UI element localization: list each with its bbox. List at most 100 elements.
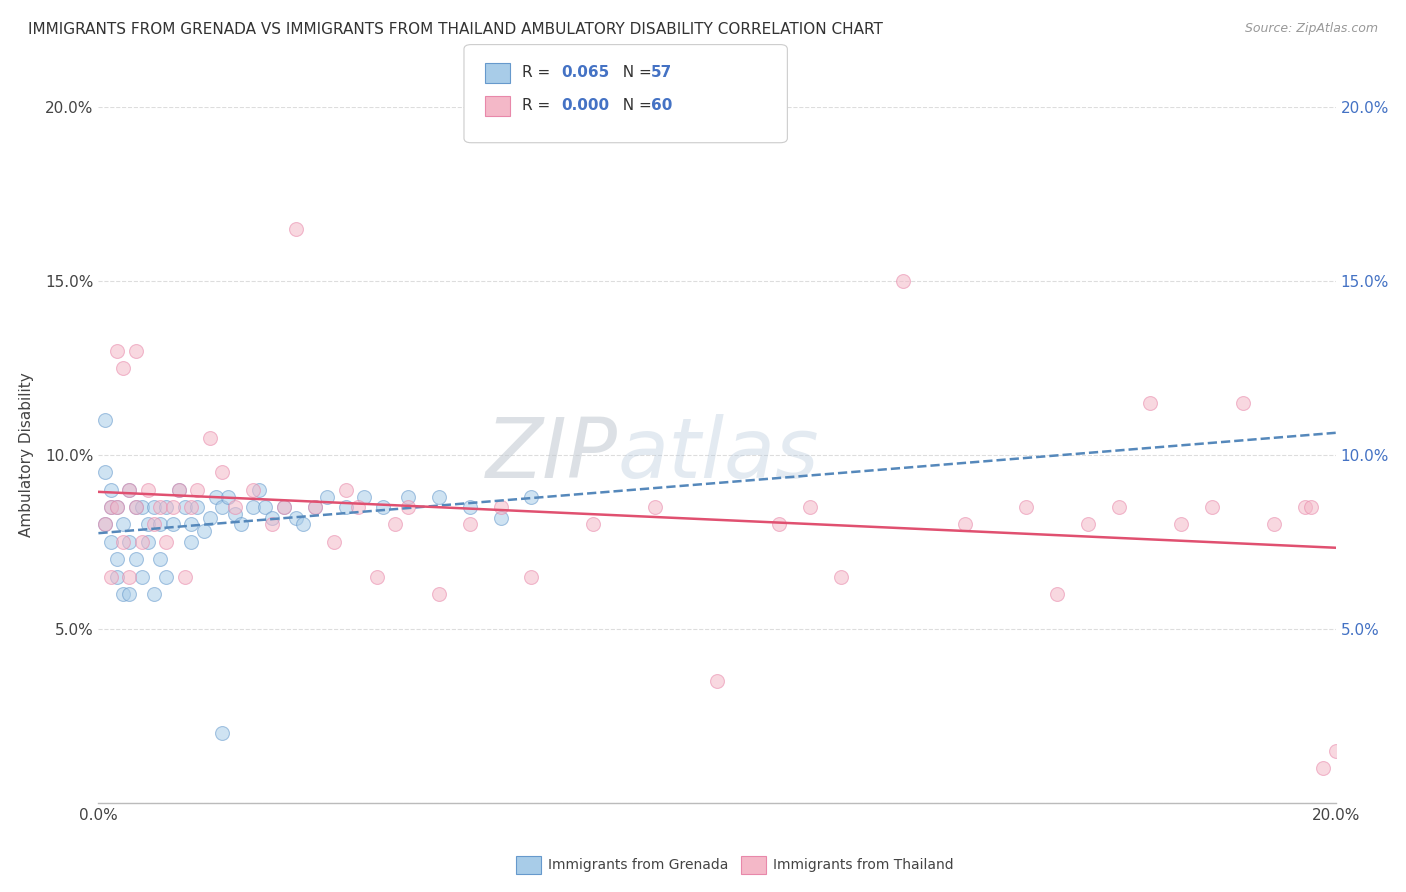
- Point: [180, 517, 202, 532]
- Point: [260, 510, 283, 524]
- Point: [198, 431, 221, 445]
- Point: [149, 517, 172, 532]
- Point: [131, 500, 153, 514]
- Point: [198, 510, 221, 524]
- Point: [830, 570, 852, 584]
- Point: [427, 490, 450, 504]
- Point: [582, 517, 605, 532]
- Point: [1263, 517, 1285, 532]
- Point: [162, 500, 184, 514]
- Point: [105, 343, 128, 358]
- Point: [155, 534, 177, 549]
- Point: [124, 500, 146, 514]
- Point: [304, 500, 326, 514]
- Point: [143, 517, 166, 532]
- Point: [1299, 500, 1322, 514]
- Point: [186, 483, 208, 497]
- Point: [105, 500, 128, 514]
- Point: [489, 510, 512, 524]
- Point: [217, 490, 239, 504]
- Text: Immigrants from Thailand: Immigrants from Thailand: [773, 858, 953, 872]
- Point: [953, 517, 976, 532]
- Point: [273, 500, 295, 514]
- Point: [186, 500, 208, 514]
- Text: 0.065: 0.065: [561, 65, 609, 79]
- Text: atlas: atlas: [619, 415, 820, 495]
- Point: [131, 570, 153, 584]
- Point: [1201, 500, 1223, 514]
- Point: [174, 500, 197, 514]
- Point: [112, 587, 135, 601]
- Point: [644, 500, 666, 514]
- Point: [180, 500, 202, 514]
- Point: [1312, 761, 1334, 775]
- Point: [242, 500, 264, 514]
- Point: [136, 517, 159, 532]
- Point: [1294, 500, 1316, 514]
- Point: [1139, 396, 1161, 410]
- Point: [205, 490, 228, 504]
- Point: [100, 500, 122, 514]
- Point: [112, 534, 135, 549]
- Point: [285, 221, 308, 235]
- Point: [384, 517, 406, 532]
- Point: [93, 466, 115, 480]
- Point: [93, 517, 115, 532]
- Point: [1324, 744, 1347, 758]
- Point: [100, 500, 122, 514]
- Point: [118, 483, 141, 497]
- Point: [180, 534, 202, 549]
- Point: [149, 500, 172, 514]
- Point: [1232, 396, 1254, 410]
- Point: [1108, 500, 1130, 514]
- Point: [489, 500, 512, 514]
- Point: [155, 500, 177, 514]
- Point: [211, 726, 233, 740]
- Point: [273, 500, 295, 514]
- Point: [706, 674, 728, 689]
- Text: 60: 60: [651, 98, 672, 112]
- Text: ZIP: ZIP: [486, 415, 619, 495]
- Point: [224, 500, 246, 514]
- Point: [520, 490, 543, 504]
- Point: [174, 570, 197, 584]
- Point: [136, 534, 159, 549]
- Point: [193, 524, 215, 539]
- Point: [458, 500, 481, 514]
- Point: [322, 534, 344, 549]
- Text: R =: R =: [522, 98, 555, 112]
- Point: [162, 517, 184, 532]
- Point: [124, 552, 146, 566]
- Point: [105, 552, 128, 566]
- Text: IMMIGRANTS FROM GRENADA VS IMMIGRANTS FROM THAILAND AMBULATORY DISABILITY CORREL: IMMIGRANTS FROM GRENADA VS IMMIGRANTS FR…: [28, 22, 883, 37]
- Y-axis label: Ambulatory Disability: Ambulatory Disability: [20, 373, 34, 537]
- Point: [143, 587, 166, 601]
- Point: [768, 517, 790, 532]
- Point: [335, 500, 357, 514]
- Point: [149, 552, 172, 566]
- Point: [118, 534, 141, 549]
- Point: [316, 490, 339, 504]
- Point: [396, 500, 419, 514]
- Point: [254, 500, 277, 514]
- Point: [335, 483, 357, 497]
- Text: N =: N =: [613, 98, 657, 112]
- Point: [353, 490, 375, 504]
- Text: N =: N =: [613, 65, 657, 79]
- Point: [229, 517, 252, 532]
- Point: [247, 483, 270, 497]
- Point: [396, 490, 419, 504]
- Point: [347, 500, 370, 514]
- Point: [143, 500, 166, 514]
- Point: [211, 500, 233, 514]
- Point: [1170, 517, 1192, 532]
- Point: [118, 570, 141, 584]
- Point: [1077, 517, 1099, 532]
- Point: [291, 517, 314, 532]
- Point: [100, 483, 122, 497]
- Point: [105, 570, 128, 584]
- Point: [242, 483, 264, 497]
- Point: [93, 517, 115, 532]
- Point: [799, 500, 821, 514]
- Point: [112, 517, 135, 532]
